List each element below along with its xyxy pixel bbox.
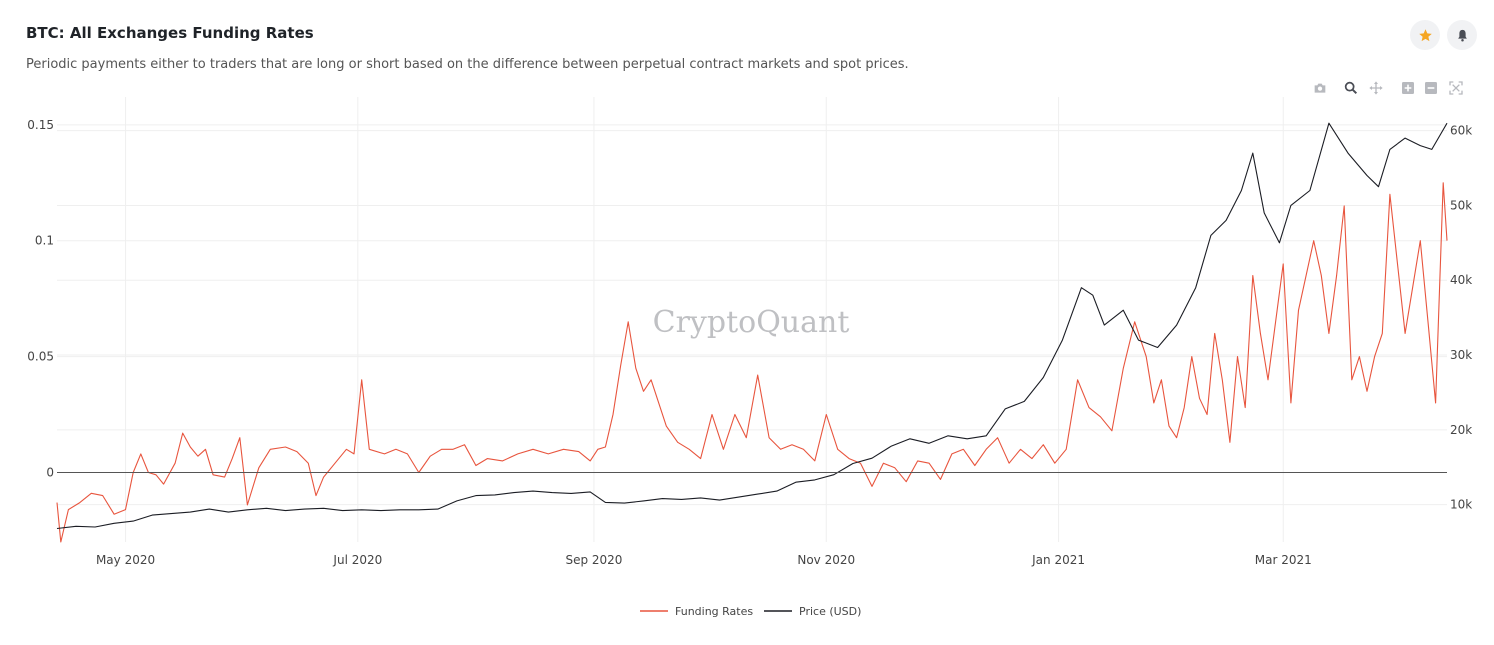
autoscale-icon[interactable] [1447,79,1465,97]
y-left-tick-label: 0.1 [35,234,54,248]
zoom-in-icon[interactable] [1399,79,1417,97]
price-line [56,122,1448,530]
alert-button[interactable] [1447,20,1477,50]
favorite-button[interactable] [1410,20,1440,50]
x-tick-label: Nov 2020 [797,553,855,567]
y-right-tick-label: 20k [1450,423,1472,437]
legend-label[interactable]: Funding Rates [675,605,753,618]
camera-icon[interactable] [1311,79,1329,97]
x-tick-label: Sep 2020 [565,553,622,567]
x-tick-label: Mar 2021 [1255,553,1312,567]
y-left-tick-label: 0.15 [27,118,54,132]
pan-icon[interactable] [1367,79,1385,97]
axes: May 2020 Jul 2020 Sep 2020 Nov 2020 Jan 2021… [27,118,1472,567]
chart-subtitle: Periodic payments either to traders that… [26,57,909,72]
y-right-tick-label: 50k [1450,198,1472,212]
x-tick-label: Jul 2020 [332,553,382,567]
y-right-tick-label: 30k [1450,348,1472,362]
series-layer [56,122,1448,543]
y-left-tick-label: 0.05 [27,350,54,364]
x-tick-label: Jan 2021 [1031,553,1085,567]
y-left-tick-label: 0 [46,465,54,479]
chart-title: BTC: All Exchanges Funding Rates [26,24,314,42]
star-icon [1418,28,1432,41]
funding-rate-line [56,182,1448,543]
legend-label[interactable]: Price (USD) [799,605,861,618]
bell-icon [1457,29,1467,41]
y-right-tick-label: 60k [1450,124,1472,138]
y-right-tick-label: 40k [1450,273,1472,287]
y-right-tick-label: 10k [1450,498,1472,512]
grid [57,97,1447,542]
legend: Funding Rates Price (USD) [640,605,861,618]
zoom-icon[interactable] [1342,79,1360,97]
x-tick-label: May 2020 [96,553,155,567]
zoom-out-icon[interactable] [1422,79,1440,97]
watermark-logo: CryptoQuant [653,305,850,340]
